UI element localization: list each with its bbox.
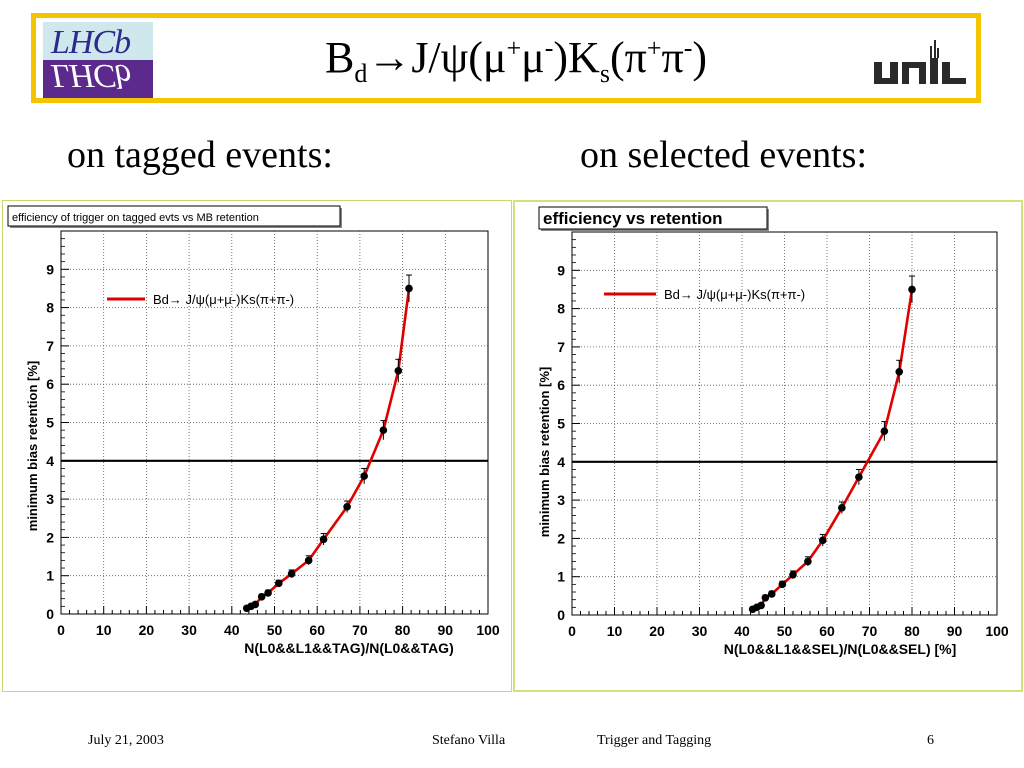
chart-title: efficiency of trigger on tagged evts vs … [12, 212, 259, 224]
data-point [274, 579, 283, 588]
data-point [818, 536, 827, 545]
y-tick-label: 2 [557, 530, 565, 546]
data-point [761, 593, 770, 602]
data-point [767, 590, 776, 598]
subheading-tagged: on tagged events: [67, 134, 333, 176]
data-point [379, 426, 388, 434]
y-tick-label: 3 [557, 492, 565, 508]
x-tick-label: 40 [224, 622, 240, 638]
x-tick-label: 90 [947, 623, 963, 639]
x-tick-label: 100 [476, 622, 500, 638]
y-tick-label: 6 [557, 377, 565, 393]
x-tick-label: 70 [862, 623, 878, 639]
data-point [405, 284, 413, 293]
data-point [804, 557, 812, 566]
data-point [264, 589, 272, 597]
x-tick-label: 20 [139, 622, 155, 638]
chart-panel-selected: 0 10 20 30 40 50 60 70 80 90 100 0 1 2 3 4 5 6 7 8 9 N(L0&&L1… [513, 200, 1023, 692]
data-point [287, 569, 296, 578]
title-box [7, 205, 341, 227]
y-tick-label: 5 [557, 416, 565, 432]
data-point [855, 473, 863, 481]
x-tick-label: 10 [96, 622, 112, 638]
lhcb-logo: LHCb LHCb [43, 22, 153, 98]
data-point [319, 535, 328, 544]
x-tick-label: 40 [734, 623, 750, 639]
x-tick-label: 30 [181, 622, 197, 638]
x-tick-label: 0 [568, 623, 576, 639]
y-tick-label: 3 [46, 491, 54, 507]
y-axis-label: minimum bias retention [%] [25, 361, 40, 531]
data-point [343, 502, 351, 511]
y-tick-label: 9 [557, 262, 565, 278]
x-axis-label: N(L0&&L1&&TAG)/N(L0&&TAG) [244, 640, 453, 656]
x-axis-label: N(L0&&L1&&SEL)/N(L0&&SEL) [%] [724, 641, 957, 657]
data-point [789, 570, 797, 579]
title-box [538, 206, 768, 230]
x-tick-label: 10 [607, 623, 623, 639]
y-tick-label: 4 [46, 453, 54, 469]
x-tick-label: 60 [819, 623, 835, 639]
y-tick-label: 5 [46, 415, 54, 431]
data-point [394, 366, 403, 375]
x-tick-label: 80 [395, 622, 411, 638]
footer-date: July 21, 2003 [88, 733, 164, 748]
chart-selected: 0 10 20 30 40 50 60 70 80 90 100 0 1 2 3 4 5 6 7 8 9 N(L0&&L1… [537, 206, 1009, 657]
subheading-selected: on selected events: [580, 134, 868, 176]
x-tick-label: 50 [267, 622, 283, 638]
y-tick-label: 0 [557, 607, 565, 623]
x-tick-label: 70 [352, 622, 368, 638]
y-tick-label: 0 [46, 606, 54, 622]
data-point [257, 592, 266, 601]
y-tick-label: 4 [557, 454, 565, 470]
x-tick-label: 20 [649, 623, 665, 639]
y-tick-label: 2 [46, 529, 54, 545]
x-tick-label: 60 [309, 622, 325, 638]
y-axis-label: minimum bias retention [%] [537, 367, 552, 537]
slide-title: Bd→J/ψ(μ+μ-)Ks(π+π-) [324, 33, 708, 88]
data-point [778, 580, 787, 589]
x-tick-label: 90 [438, 622, 454, 638]
chart-panel-tagged: 0 10 20 30 40 50 60 70 80 90 100 0 1 2 3 4 5 6 7 8 9 N(L0&&L1… [2, 200, 512, 692]
x-tick-label: 0 [57, 622, 65, 638]
x-tick-label: 30 [692, 623, 708, 639]
data-point [895, 367, 904, 376]
y-tick-label: 7 [46, 338, 54, 354]
data-point [880, 427, 889, 435]
x-tick-label: 50 [777, 623, 793, 639]
footer-page-number: 6 [927, 733, 934, 748]
y-tick-label: 1 [557, 569, 565, 585]
y-tick-label: 7 [557, 339, 565, 355]
unil-logo-text: unil [922, 90, 924, 92]
title-banner: LHCb LHCb Bd→J/ψ(μ+μ-)Ks(π+π-) unil [31, 13, 981, 103]
y-tick-label: 8 [557, 301, 565, 317]
x-tick-label: 80 [904, 623, 920, 639]
y-tick-label: 9 [46, 261, 54, 277]
y-tick-label: 8 [46, 300, 54, 316]
data-point [360, 472, 368, 480]
footer-author: Stefano Villa [432, 733, 506, 748]
unil-logo: unil [874, 40, 966, 92]
chart-tagged: 0 10 20 30 40 50 60 70 80 90 100 0 1 2 3 4 5 6 7 8 9 N(L0&&L1… [7, 205, 500, 656]
y-tick-label: 6 [46, 376, 54, 392]
legend-label: Bd→ J/ψ(μ+μ-)Ks(π+π-) [153, 292, 294, 307]
data-point [908, 285, 916, 294]
data-point [838, 503, 846, 512]
footer-topic: Trigger and Tagging [597, 733, 712, 748]
data-point [304, 556, 313, 565]
chart-title: efficiency vs retention [543, 209, 723, 228]
y-tick-label: 1 [46, 568, 54, 584]
data-point [251, 600, 260, 609]
legend-label: Bd→ J/ψ(μ+μ-)Ks(π+π-) [664, 287, 805, 302]
x-tick-label: 100 [985, 623, 1009, 639]
data-point [757, 601, 765, 610]
